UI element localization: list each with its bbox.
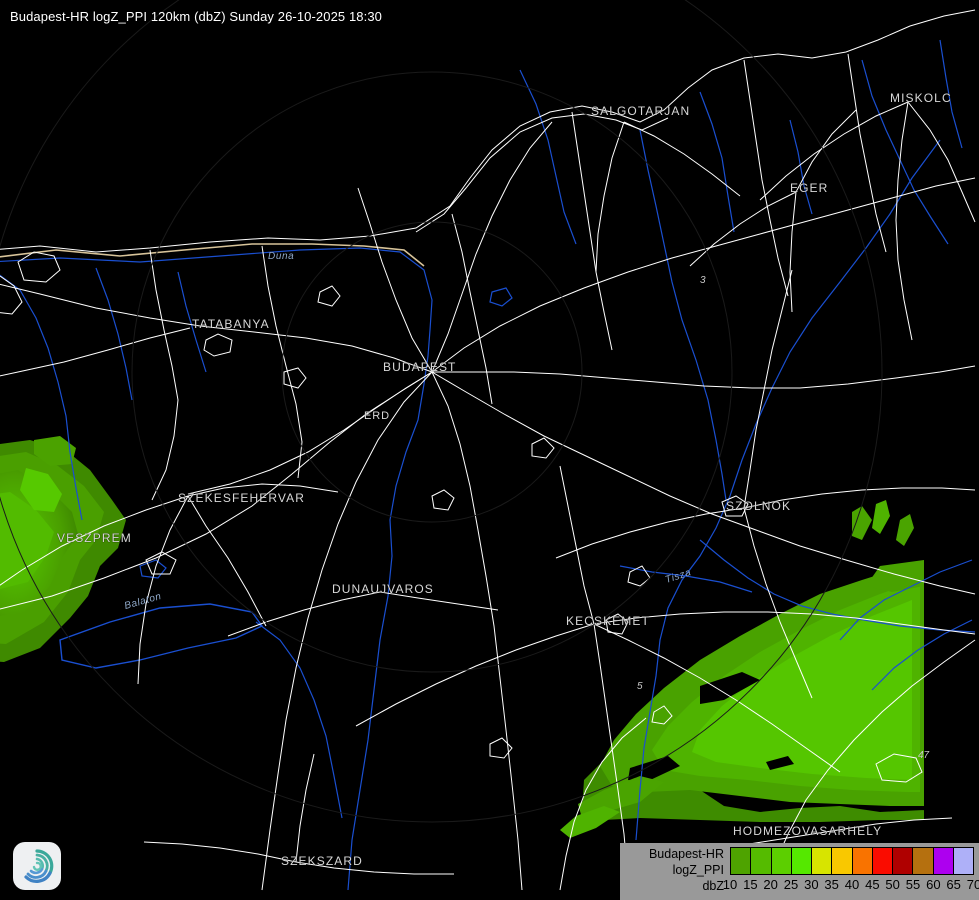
legend-caption-line-3: dbZ — [702, 879, 724, 893]
legend-swatch-45-50 — [872, 848, 893, 874]
legend-tick-50: 50 — [885, 877, 900, 892]
legend-tick-15: 15 — [743, 877, 758, 892]
legend-color-bar — [730, 847, 974, 875]
legend-caption-line-2: logZ_PPI — [672, 863, 724, 877]
page-title: Budapest-HR logZ_PPI 120km (dbZ) Sunday … — [10, 9, 382, 24]
legend-tick-70: 70 — [966, 877, 979, 892]
legend-swatch-50-55 — [893, 848, 914, 874]
legend-caption-line-1: Budapest-HR — [648, 847, 724, 861]
cyclone-logo[interactable] — [13, 842, 61, 890]
legend-tick-55: 55 — [905, 877, 921, 892]
legend-swatch-60-65 — [933, 848, 954, 874]
legend-swatch-30-35 — [812, 848, 833, 874]
legend-tick-10: 10 — [722, 877, 738, 892]
legend-swatch-65-70 — [953, 848, 973, 874]
legend-swatch-15-20 — [751, 848, 772, 874]
legend-tick-45: 45 — [865, 877, 880, 892]
legend-swatch-20-25 — [771, 848, 792, 874]
legend-tick-25: 25 — [783, 877, 799, 892]
legend-tick-30: 30 — [804, 877, 819, 892]
dbz-color-legend: Budapest-HR logZ_PPI dbZ 10 15 20 25 30 35 40 4… — [620, 843, 979, 900]
legend-tick-60: 60 — [926, 877, 941, 892]
legend-tick-20: 20 — [763, 877, 778, 892]
legend-swatch-10-15 — [731, 848, 752, 874]
legend-swatch-35-40 — [832, 848, 853, 874]
range-rings — [0, 0, 883, 823]
legend-swatch-55-60 — [913, 848, 934, 874]
legend-tick-labels: 10 15 20 25 30 35 40 45 50 55 60 65 70 — [723, 876, 979, 896]
legend-tick-35: 35 — [824, 877, 839, 892]
danube-highlight — [0, 243, 425, 267]
legend-swatch-40-45 — [852, 848, 873, 874]
echo-southeast — [560, 500, 924, 838]
legend-tick-40: 40 — [844, 877, 860, 892]
legend-caption: Budapest-HR logZ_PPI dbZ — [624, 846, 724, 894]
cyclone-spiral-icon — [24, 849, 54, 883]
legend-tick-65: 65 — [946, 877, 961, 892]
legend-swatch-25-30 — [791, 848, 812, 874]
